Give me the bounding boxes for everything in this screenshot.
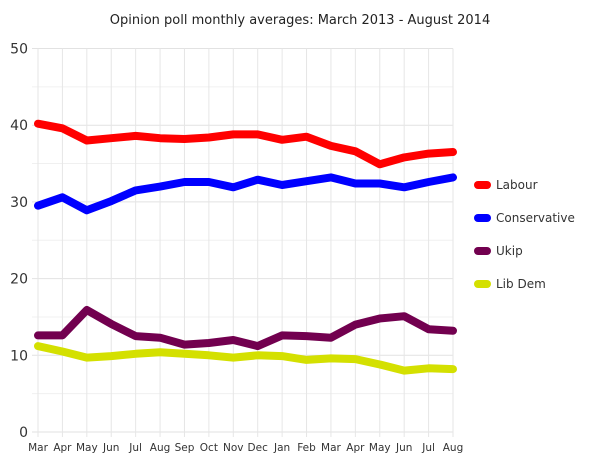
x-tick-label: Jun: [102, 442, 119, 454]
x-tick-label: Sep: [175, 442, 195, 454]
series-line-labour: [34, 119, 457, 169]
series-line-lib-dem: [34, 342, 457, 375]
x-tick-label: Jul: [128, 442, 142, 454]
legend-item[interactable]: Conservative: [474, 211, 575, 225]
legend-label: Ukip: [496, 244, 523, 258]
legend-item[interactable]: Lib Dem: [474, 277, 546, 291]
legend-label: Conservative: [496, 211, 575, 225]
x-tick-label: Apr: [346, 442, 365, 454]
x-tick-label: Dec: [248, 442, 269, 454]
x-tick-label: May: [369, 442, 391, 454]
x-tick-label: Aug: [150, 442, 171, 454]
x-tick-label: Mar: [28, 442, 48, 454]
x-tick-label: Aug: [443, 442, 464, 454]
x-tick-label: Nov: [223, 442, 244, 454]
x-tick-label: Jul: [421, 442, 435, 454]
y-tick-label: 10: [10, 348, 28, 364]
x-tick-label: Mar: [321, 442, 341, 454]
legend-label: Lib Dem: [496, 277, 546, 291]
x-tick-label: Feb: [297, 442, 316, 454]
y-tick-label: 50: [10, 42, 28, 58]
legend-item[interactable]: Ukip: [474, 244, 523, 258]
x-tick-label: Jun: [395, 442, 412, 454]
y-tick-label: 0: [19, 425, 28, 441]
series-line-ukip: [34, 306, 457, 351]
y-tick-label: 30: [10, 195, 28, 211]
series-line-conservative: [34, 173, 457, 215]
grid: [32, 48, 454, 437]
legend-label: Labour: [496, 178, 538, 192]
series-lines: [34, 119, 457, 375]
legend: Labour Conservative Ukip Lib Dem: [474, 178, 575, 291]
x-tick-label: Oct: [200, 442, 218, 454]
legend-item[interactable]: Labour: [474, 178, 538, 192]
x-tick-label: May: [76, 442, 98, 454]
y-axis: 0 10 20 30 40 50: [10, 42, 28, 442]
y-tick-label: 20: [10, 272, 28, 288]
y-tick-label: 40: [10, 118, 28, 134]
chart-title: Opinion poll monthly averages: March 201…: [110, 13, 490, 28]
x-axis: Mar Apr May Jun Jul Aug Sep Oct Nov Dec Jan Feb Mar A…: [28, 442, 463, 454]
x-tick-label: Jan: [273, 442, 290, 454]
x-tick-label: Apr: [53, 442, 72, 454]
